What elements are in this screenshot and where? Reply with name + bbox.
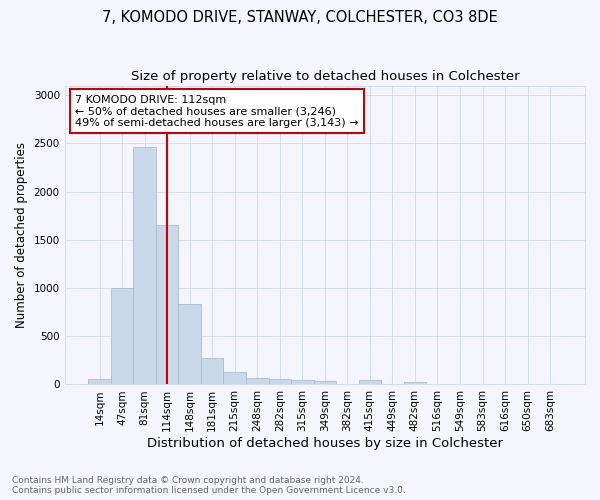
Bar [88,378,111,384]
Bar [201,358,223,384]
Text: Contains HM Land Registry data © Crown copyright and database right 2024.
Contai: Contains HM Land Registry data © Crown c… [12,476,406,495]
Bar [404,382,426,384]
Bar [269,378,291,384]
Bar [314,381,336,384]
Bar [156,226,178,384]
Bar [223,372,246,384]
Bar [178,304,201,384]
Bar [359,380,381,384]
Bar [291,380,314,384]
Text: 7 KOMODO DRIVE: 112sqm
← 50% of detached houses are smaller (3,246)
49% of semi-: 7 KOMODO DRIVE: 112sqm ← 50% of detached… [75,94,359,128]
Bar [133,148,156,384]
Title: Size of property relative to detached houses in Colchester: Size of property relative to detached ho… [131,70,519,83]
X-axis label: Distribution of detached houses by size in Colchester: Distribution of detached houses by size … [147,437,503,450]
Bar [111,288,133,384]
Bar [246,378,269,384]
Text: 7, KOMODO DRIVE, STANWAY, COLCHESTER, CO3 8DE: 7, KOMODO DRIVE, STANWAY, COLCHESTER, CO… [102,10,498,25]
Y-axis label: Number of detached properties: Number of detached properties [15,142,28,328]
